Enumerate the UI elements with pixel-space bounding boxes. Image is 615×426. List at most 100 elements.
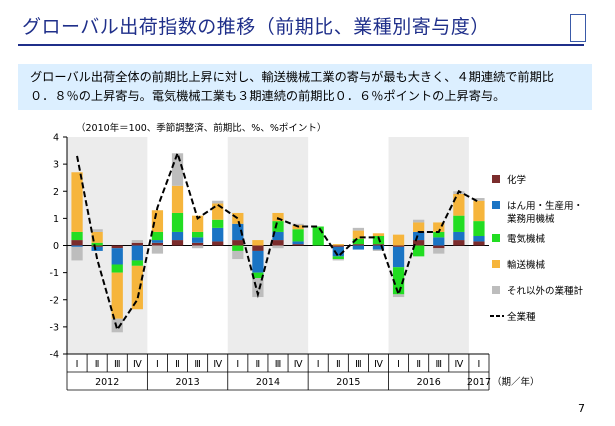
summary-line-1: グローバル出荷全体の前期比上昇に対し、輸送機械工業の寄与が最も大きく、４期連続で…	[30, 70, 554, 84]
y-tick-label: -3	[50, 322, 59, 333]
bar-segment	[252, 240, 264, 246]
bar-segment	[252, 245, 264, 251]
bar-segment	[252, 250, 264, 273]
bar-segment	[392, 267, 405, 295]
bar-segment	[433, 245, 445, 249]
bar-segment	[272, 245, 284, 249]
quarter-label: Ⅱ	[336, 359, 341, 370]
year-label: 2014	[256, 377, 280, 388]
bar-segment	[171, 240, 184, 246]
bar-segment	[272, 240, 284, 246]
year-label: 2017	[467, 377, 491, 388]
bar-segment	[473, 198, 485, 201]
bar-segment	[232, 223, 244, 241]
bar-segment	[232, 250, 244, 260]
bar-segment	[473, 221, 485, 237]
bar-segment	[232, 212, 244, 224]
legend-label: 電気機械	[507, 233, 546, 245]
year-label: 2016	[417, 377, 441, 388]
bar-segment	[171, 153, 184, 186]
bar-segment	[212, 203, 224, 220]
legend-swatch	[492, 286, 500, 294]
y-tick-label: 4	[53, 133, 59, 144]
quarter-label: Ⅱ	[175, 359, 180, 370]
bar-segment	[71, 231, 83, 241]
bar-segment	[252, 278, 264, 298]
bar-segment	[191, 245, 204, 249]
legend-swatch	[492, 260, 500, 268]
bar-segment	[171, 185, 184, 213]
bar-segment	[191, 231, 204, 238]
quarter-label: Ⅲ	[275, 359, 282, 370]
bar-segment	[212, 219, 224, 228]
quarter-label: Ⅰ	[397, 359, 400, 370]
y-tick-label: -2	[50, 295, 59, 306]
bar-segment	[212, 200, 224, 204]
year-label: 2015	[336, 377, 360, 388]
legend-swatch	[492, 234, 500, 242]
y-tick-label: 2	[53, 187, 59, 198]
bar-segment	[191, 215, 204, 232]
bar-segment	[392, 246, 405, 268]
quarter-label: Ⅳ	[454, 359, 463, 370]
logo-frame	[570, 14, 586, 42]
bar-segment	[212, 241, 224, 246]
bar-segment	[111, 272, 123, 319]
y-tick-label: -4	[50, 350, 59, 361]
quarter-label: Ⅰ	[478, 359, 481, 370]
page-number: 7	[578, 402, 585, 415]
bar-segment	[71, 245, 83, 247]
quarter-label: Ⅱ	[95, 359, 100, 370]
bar-segment	[292, 244, 304, 246]
bar-segment	[71, 172, 83, 232]
bar-segment	[292, 229, 304, 242]
bar-segment	[312, 226, 324, 246]
bar-segment	[272, 221, 284, 232]
bar-segment	[433, 222, 445, 232]
bar-segment	[352, 238, 365, 245]
bar-segment	[171, 231, 184, 241]
bar-segment	[71, 246, 83, 261]
title-underline	[18, 44, 584, 46]
bar-segment	[272, 231, 284, 241]
total-series-line	[76, 150, 480, 332]
bar-segment	[453, 231, 465, 241]
quarter-label: Ⅰ	[317, 359, 320, 370]
bar-segment	[453, 240, 465, 246]
quarter-label: Ⅰ	[236, 359, 239, 370]
year-label: 2013	[175, 377, 199, 388]
bar-segment	[272, 212, 284, 222]
bar-segment	[151, 210, 164, 232]
bar-segment	[372, 233, 385, 237]
bar-segment	[91, 245, 103, 247]
legend-swatch	[492, 201, 500, 209]
bar-segment	[372, 244, 385, 246]
bar-segment	[111, 318, 123, 333]
bar-segment	[91, 246, 103, 251]
quarter-label: Ⅱ	[256, 359, 261, 370]
quarter-label: Ⅳ	[133, 359, 142, 370]
quarter-label: Ⅲ	[435, 359, 442, 370]
bar-segment	[352, 230, 365, 239]
bar-segment	[433, 248, 445, 254]
legend-label: 業務用機械	[507, 213, 555, 225]
quarter-label: Ⅲ	[114, 359, 121, 370]
bar-segment	[71, 240, 83, 246]
legend-label: それ以外の業種計	[507, 285, 584, 297]
bar-segment	[131, 242, 143, 246]
legend-label: 全業種	[507, 311, 536, 323]
summary-line-2: ０．８％の上昇寄与。電気機械工業も３期連続の前期比０．６％ポイントの上昇寄与。	[30, 89, 506, 103]
quarter-label: Ⅳ	[213, 359, 222, 370]
bar-segment	[91, 229, 103, 232]
bar-segment	[151, 242, 164, 246]
bar-segment	[413, 219, 425, 223]
bar-segment	[453, 215, 465, 232]
y-tick-label: 1	[53, 214, 59, 225]
bar-segment	[292, 241, 304, 245]
legend-label: はん用・生産用・	[507, 200, 583, 212]
chart-note: （2010年＝100、季節調整済、前期比、%、%ポイント）	[76, 122, 326, 134]
axis-suffix-label: （期／年）	[492, 376, 540, 388]
bar-segment	[332, 259, 344, 261]
bar-segment	[292, 223, 304, 226]
